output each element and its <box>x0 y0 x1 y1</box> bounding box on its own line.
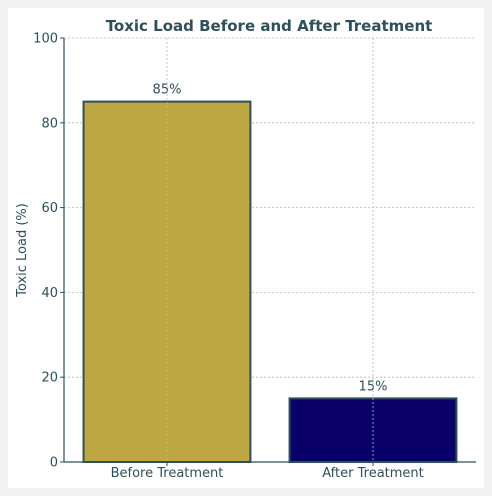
bars: 85%15% <box>82 38 458 463</box>
x-tick-label: After Treatment <box>322 466 424 481</box>
y-tick-label: 100 <box>33 32 58 47</box>
y-axis-label: Toxic Load (%) <box>15 203 30 298</box>
y-tick-label: 80 <box>41 116 58 131</box>
chart-title: Toxic Load Before and After Treatment <box>106 17 433 35</box>
y-tick-label: 20 <box>41 371 58 386</box>
y-tick-label: 0 <box>50 456 58 471</box>
y-tick-label: 60 <box>41 201 58 216</box>
y-tick-label: 40 <box>41 286 58 301</box>
axes: 0 20 40 60 80 100 Before Treatment After Treatm… <box>33 32 476 481</box>
x-tick-label: Before Treatment <box>111 466 224 481</box>
